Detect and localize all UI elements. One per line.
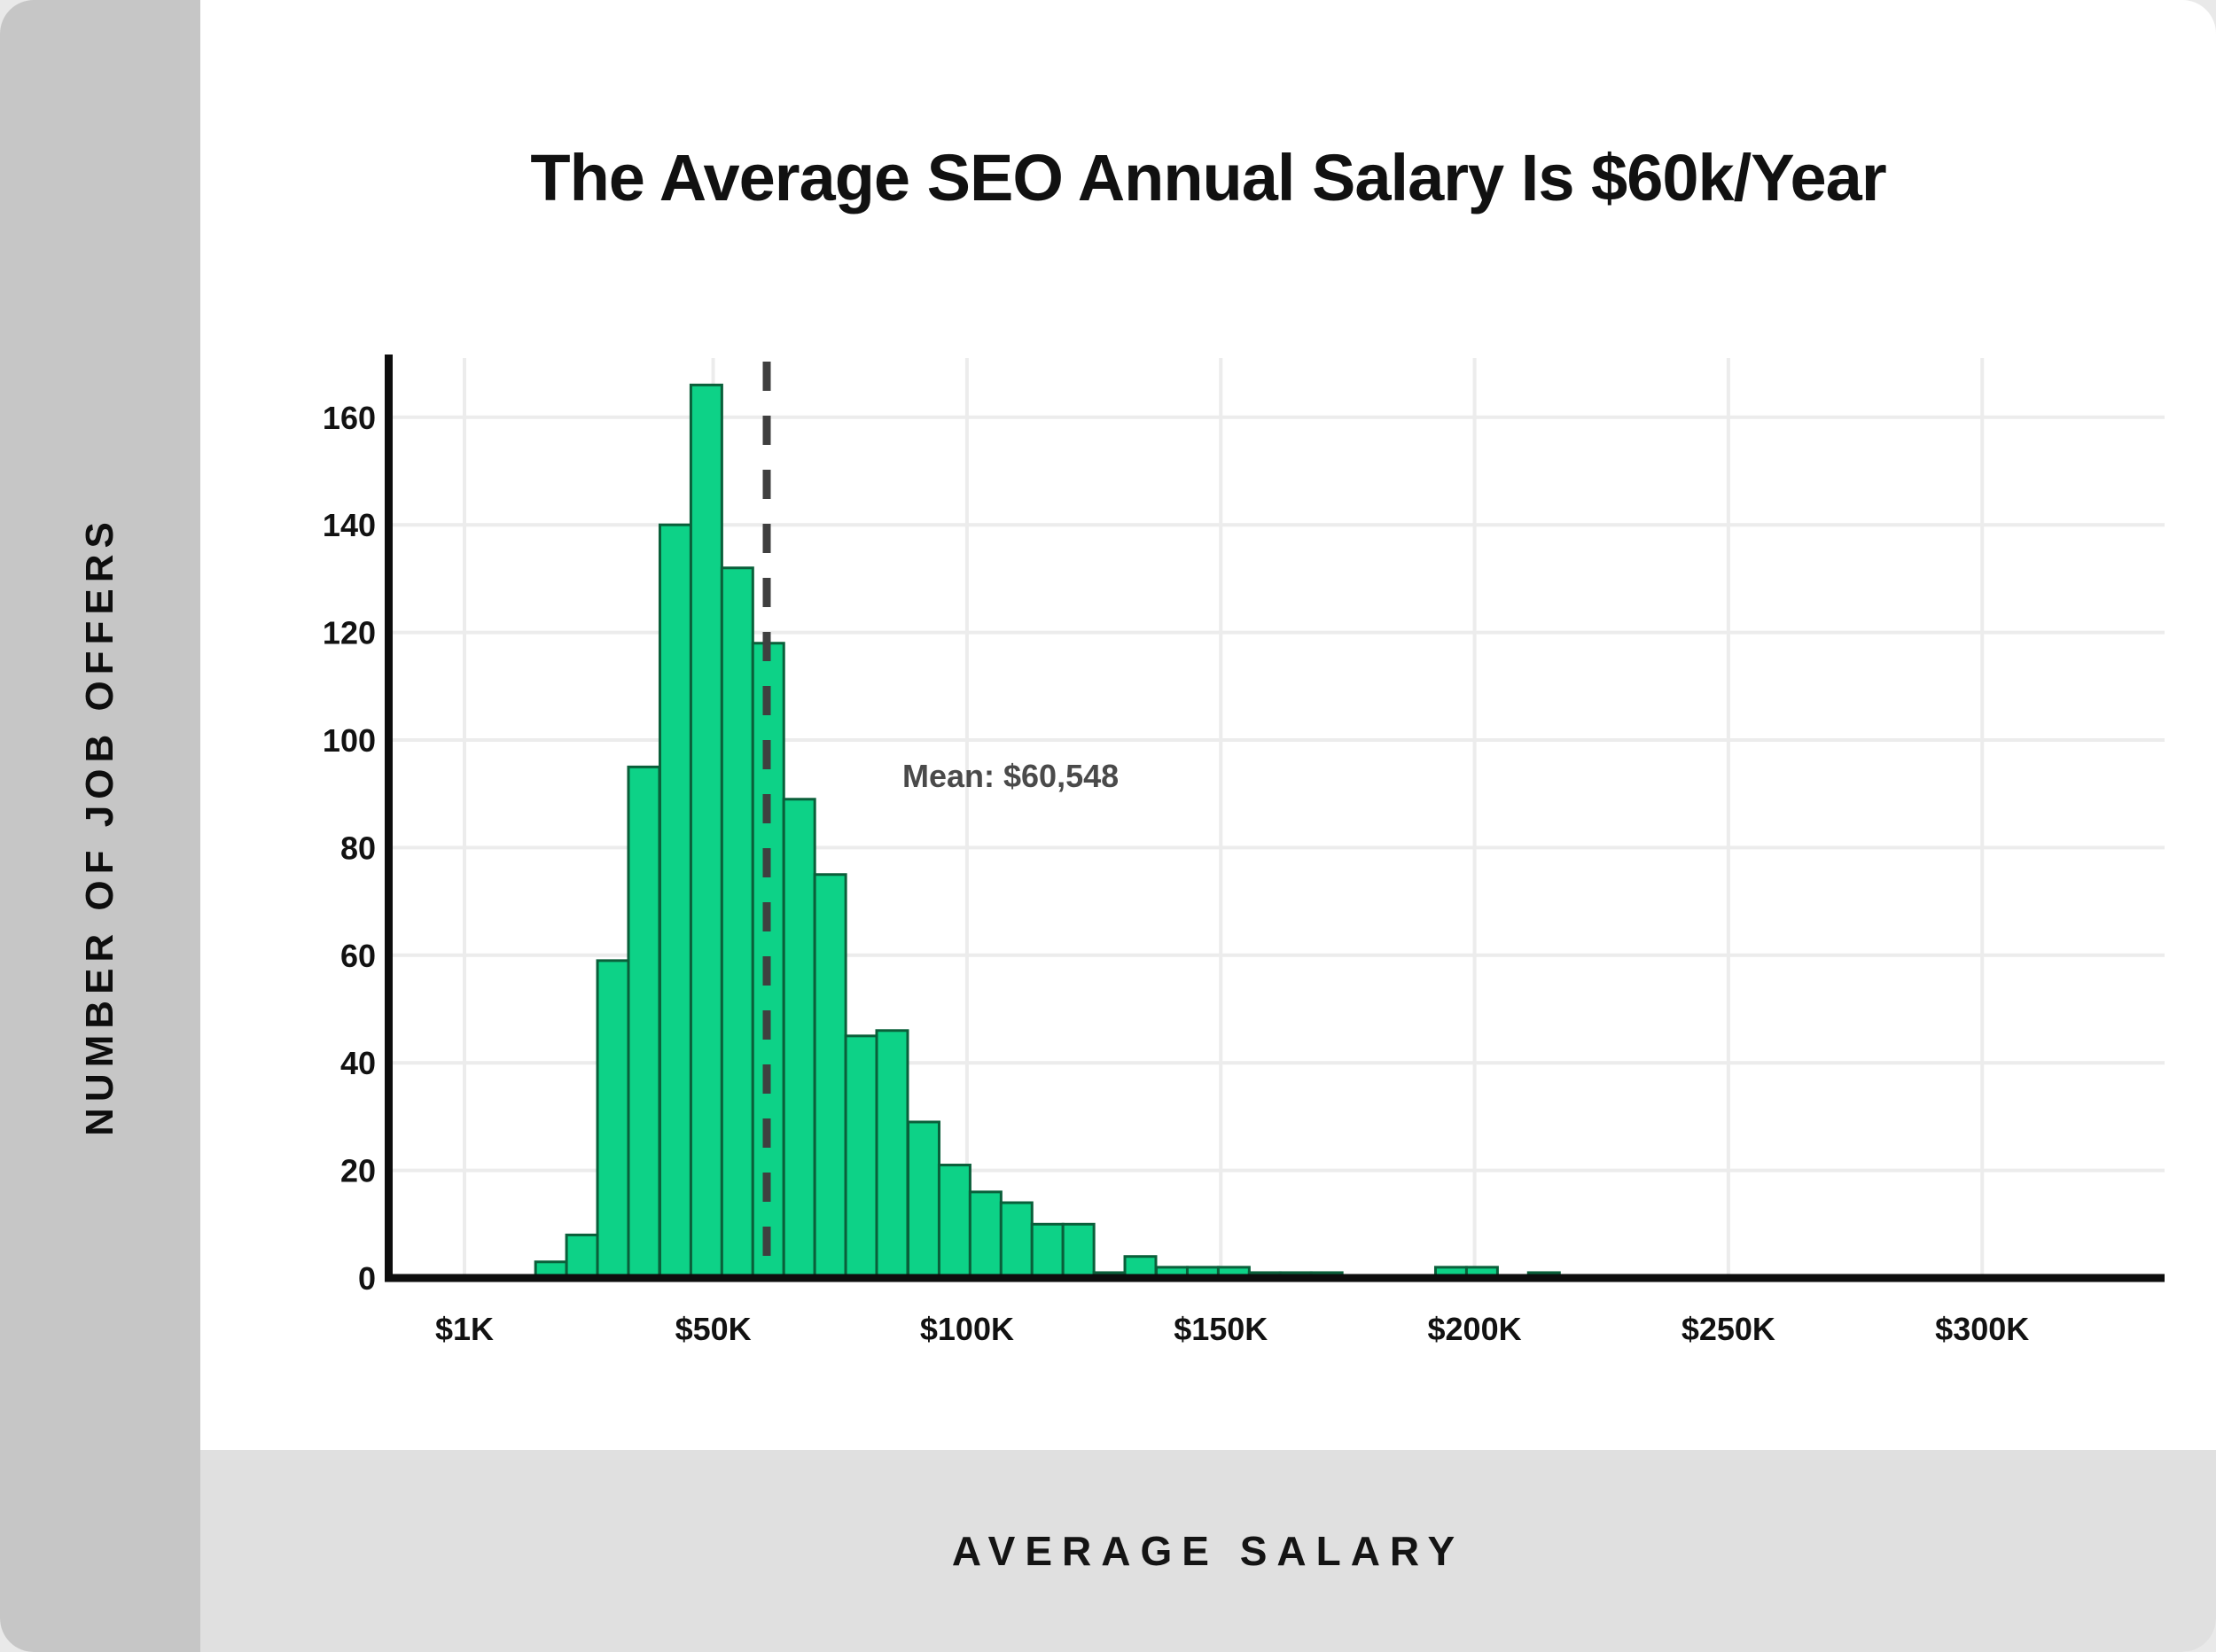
histogram-bar	[627, 765, 661, 1282]
y-tick-label: 160	[323, 400, 376, 436]
histogram-bar	[937, 1164, 971, 1282]
x-axis-line	[385, 1274, 2165, 1282]
y-tick-label: 100	[323, 722, 376, 759]
histogram-bar	[968, 1190, 1003, 1282]
y-tick-label: 120	[323, 615, 376, 651]
histogram-bar	[906, 1120, 940, 1282]
histogram-bar	[813, 873, 847, 1282]
histogram-bar	[689, 383, 723, 1282]
y-tick-label: 80	[340, 830, 376, 866]
x-tick-label: $50K	[675, 1311, 752, 1347]
histogram-bar	[782, 798, 816, 1282]
x-tick-label: $250K	[1682, 1311, 1775, 1347]
left-sidebar: NUMBER OF JOB OFFERS	[0, 0, 200, 1652]
x-tick-label: $150K	[1174, 1311, 1268, 1347]
y-tick-label: 140	[323, 507, 376, 543]
histogram-bar	[565, 1233, 599, 1282]
chart-title: The Average SEO Annual Salary Is $60k/Ye…	[530, 141, 1886, 214]
histogram-bar	[720, 566, 754, 1282]
y-tick-label: 20	[340, 1153, 376, 1189]
x-tick-label: $100K	[920, 1311, 1014, 1347]
x-tick-label: $300K	[1935, 1311, 2029, 1347]
histogram-bar	[596, 959, 630, 1282]
histogram-bar	[658, 523, 692, 1282]
y-tick-label: 40	[340, 1045, 376, 1081]
y-axis-line	[385, 355, 393, 1282]
x-tick-label: $1K	[435, 1311, 494, 1347]
x-axis-title: AVERAGE SALARY	[951, 1528, 1465, 1574]
histogram-bar	[999, 1201, 1034, 1282]
mean-annotation: Mean: $60,548	[902, 758, 1119, 794]
x-tick-label: $200K	[1428, 1311, 1522, 1347]
histogram-bar	[1061, 1222, 1096, 1282]
y-tick-label: 0	[358, 1260, 376, 1297]
histogram-bar	[875, 1029, 909, 1282]
histogram-bar	[844, 1034, 878, 1282]
x-axis-title-band: AVERAGE SALARY	[200, 1450, 2216, 1652]
y-tick-label: 60	[340, 938, 376, 974]
histogram-bar	[1030, 1222, 1065, 1282]
